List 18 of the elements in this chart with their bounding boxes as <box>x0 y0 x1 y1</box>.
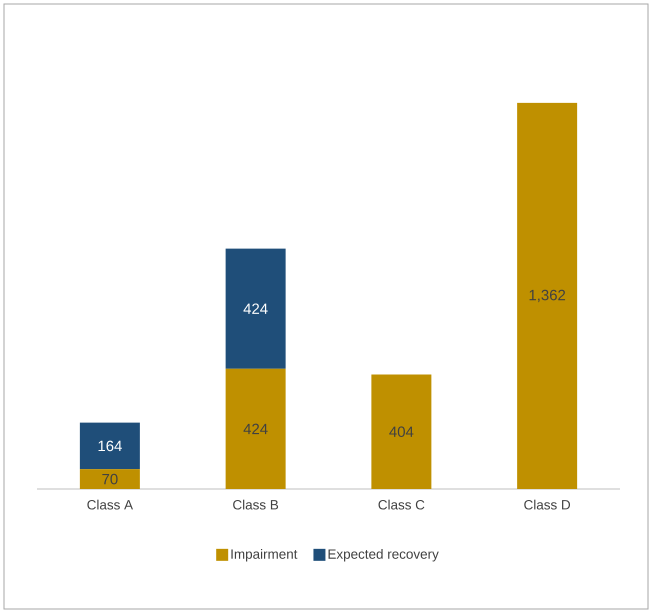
bar <box>226 248 286 369</box>
bar <box>371 374 432 489</box>
data-label: 1,362 <box>530 290 566 302</box>
bar <box>80 469 140 489</box>
x-tick-label: Class D <box>524 500 570 510</box>
x-tick-label: Class A <box>87 500 134 510</box>
data-label: 424 <box>244 303 268 314</box>
bar <box>226 368 286 489</box>
data-label: 164 <box>98 440 122 452</box>
data-label: 70 <box>102 474 118 484</box>
legend-label: Expected recovery <box>328 548 439 562</box>
bar <box>517 102 578 489</box>
x-tick-label: Class C <box>378 500 424 510</box>
bar <box>80 422 140 470</box>
legend-label: Impairment <box>231 548 298 562</box>
x-tick-label: Class B <box>233 500 278 510</box>
data-label: 404 <box>389 426 414 438</box>
data-label: 424 <box>244 424 268 434</box>
